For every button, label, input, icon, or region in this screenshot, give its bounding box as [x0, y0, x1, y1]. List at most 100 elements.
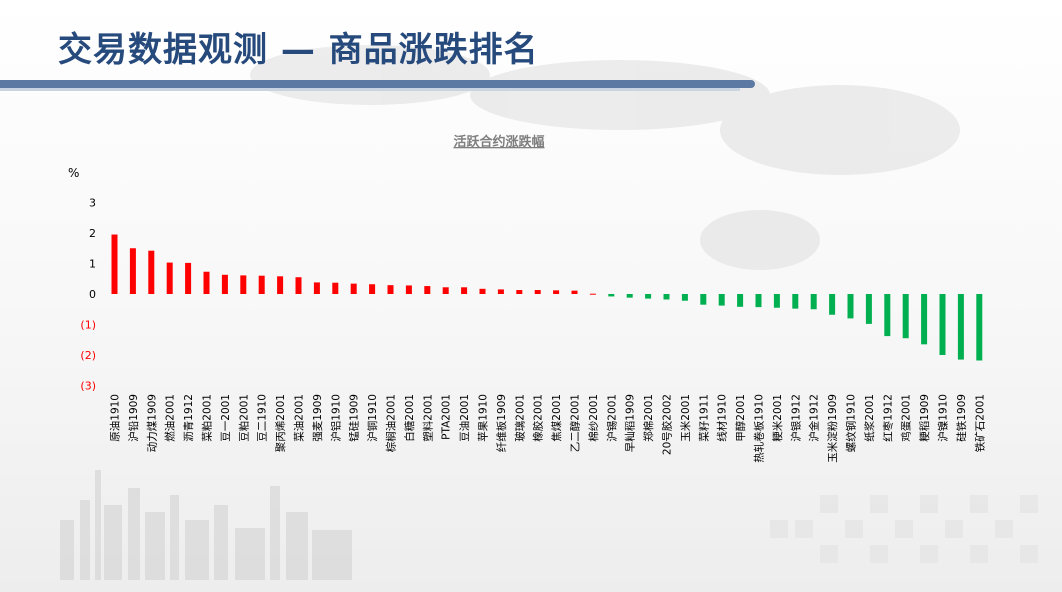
bar	[277, 276, 284, 294]
bar	[829, 294, 836, 315]
x-tick-label: 燃油2001	[164, 394, 177, 442]
bars	[111, 234, 983, 361]
bar	[387, 285, 394, 294]
page-title: 交易数据观测 — 商品涨跌排名	[58, 30, 539, 70]
x-tick-label: 线材1910	[716, 394, 729, 442]
bar	[129, 248, 136, 294]
bar	[258, 275, 265, 294]
x-tick-label: 粳米2001	[771, 394, 784, 442]
x-tick-label: 沪铅1909	[127, 394, 140, 442]
bar	[295, 277, 302, 294]
bar	[497, 289, 504, 294]
x-tick-label: 沪金1912	[808, 394, 821, 442]
bar	[976, 294, 983, 361]
x-tick-label: 乙二醇2001	[569, 394, 582, 452]
bar	[902, 294, 909, 339]
x-tick-label: 锰硅1909	[348, 394, 361, 442]
y-tick-label: 1	[89, 258, 96, 271]
x-tick-label: 原油1910	[109, 394, 122, 442]
bar	[461, 287, 468, 294]
x-tick-label: 强麦1909	[312, 394, 324, 442]
x-tick-label: 沪铜1910	[366, 394, 379, 442]
bar	[442, 287, 449, 294]
y-tick-label: 0	[89, 288, 96, 301]
bar	[516, 290, 523, 294]
x-tick-label: 玉米2001	[679, 394, 692, 442]
x-tick-label: 螺纹钢1910	[845, 394, 858, 452]
x-tick-label: 动力煤1909	[145, 394, 158, 452]
x-axis-labels: 原油1910 沪铅1909 动力煤1909 燃油2001 沥青1912 菜粕2001 豆一2…	[109, 394, 987, 463]
bar	[884, 294, 891, 337]
x-tick-label: 豆粕2001	[237, 394, 250, 442]
bar	[589, 293, 596, 295]
x-tick-label: 铁矿石2001	[973, 394, 986, 452]
y-tick-label: (1)	[80, 319, 96, 332]
bar	[332, 282, 339, 294]
x-tick-label: 豆二1910	[257, 394, 269, 442]
bar	[700, 294, 707, 305]
x-tick-label: 早籼稻1909	[624, 394, 637, 452]
x-tick-label: 热轧卷板1910	[753, 394, 766, 463]
bar	[571, 290, 578, 294]
bar	[350, 283, 357, 294]
x-tick-label: 20号胶2002	[661, 394, 674, 455]
bar	[737, 294, 744, 307]
x-tick-label: 纤维板1909	[495, 394, 508, 452]
x-tick-label: 玻璃2001	[513, 394, 526, 442]
x-tick-label: 棕榈油2001	[385, 394, 398, 452]
x-tick-label: 粳稻1909	[918, 394, 931, 442]
bar	[865, 294, 872, 324]
title-underline-shadow	[0, 88, 740, 91]
x-tick-label: 玉米淀粉1909	[826, 394, 839, 463]
x-tick-label: 纸浆2001	[863, 394, 876, 442]
chart-title: 活跃合约涨跌幅	[453, 134, 544, 150]
y-axis-ticks: 3 2 1 0 (1) (2) (3)	[80, 197, 96, 393]
y-tick-label: (2)	[80, 349, 96, 362]
x-tick-label: 豆油2001	[458, 394, 471, 442]
x-tick-label: 沪铝1910	[329, 394, 342, 442]
x-tick-label: 沪银1912	[789, 394, 802, 442]
bar	[221, 274, 228, 294]
x-tick-label: 红枣1912	[881, 394, 894, 442]
bar	[755, 294, 762, 308]
x-tick-label: 硅铁1909	[955, 394, 968, 442]
bar	[718, 294, 725, 306]
x-tick-label: 郑棉2001	[642, 394, 655, 442]
bar	[663, 294, 670, 300]
bar	[939, 294, 946, 355]
bar	[203, 271, 210, 294]
bar	[313, 282, 320, 294]
bar	[553, 290, 560, 294]
x-tick-label: 苹果1910	[477, 394, 490, 442]
x-tick-label: 沪镍1910	[937, 394, 950, 442]
bar	[166, 262, 173, 294]
bar	[479, 288, 486, 294]
bar	[369, 284, 376, 294]
x-tick-label: 沪锡2001	[605, 394, 618, 442]
bar	[608, 294, 615, 297]
x-tick-label: 鸡蛋2001	[900, 394, 913, 442]
bar	[240, 275, 247, 294]
x-tick-label: 白糖2001	[403, 394, 416, 442]
bar	[405, 285, 412, 294]
x-tick-label: 菜油2001	[293, 394, 306, 442]
bar	[626, 294, 633, 298]
bar	[847, 294, 854, 319]
bar	[921, 294, 928, 345]
x-tick-label: 橡胶2001	[532, 394, 545, 442]
title-underline	[0, 80, 755, 88]
bar	[185, 262, 192, 294]
y-tick-label: (3)	[80, 380, 96, 393]
bar	[424, 286, 431, 294]
x-tick-label: 棉纱2001	[587, 394, 600, 442]
bar	[773, 294, 780, 308]
y-axis-unit-label: %	[68, 166, 79, 180]
x-tick-label: 沥青1912	[182, 394, 195, 442]
y-tick-label: 2	[89, 227, 96, 240]
x-tick-label: PTA2001	[441, 394, 453, 440]
x-tick-label: 甲醇2001	[734, 394, 747, 442]
bar	[792, 294, 799, 309]
x-tick-label: 聚丙烯2001	[274, 394, 287, 452]
bar	[681, 294, 688, 301]
